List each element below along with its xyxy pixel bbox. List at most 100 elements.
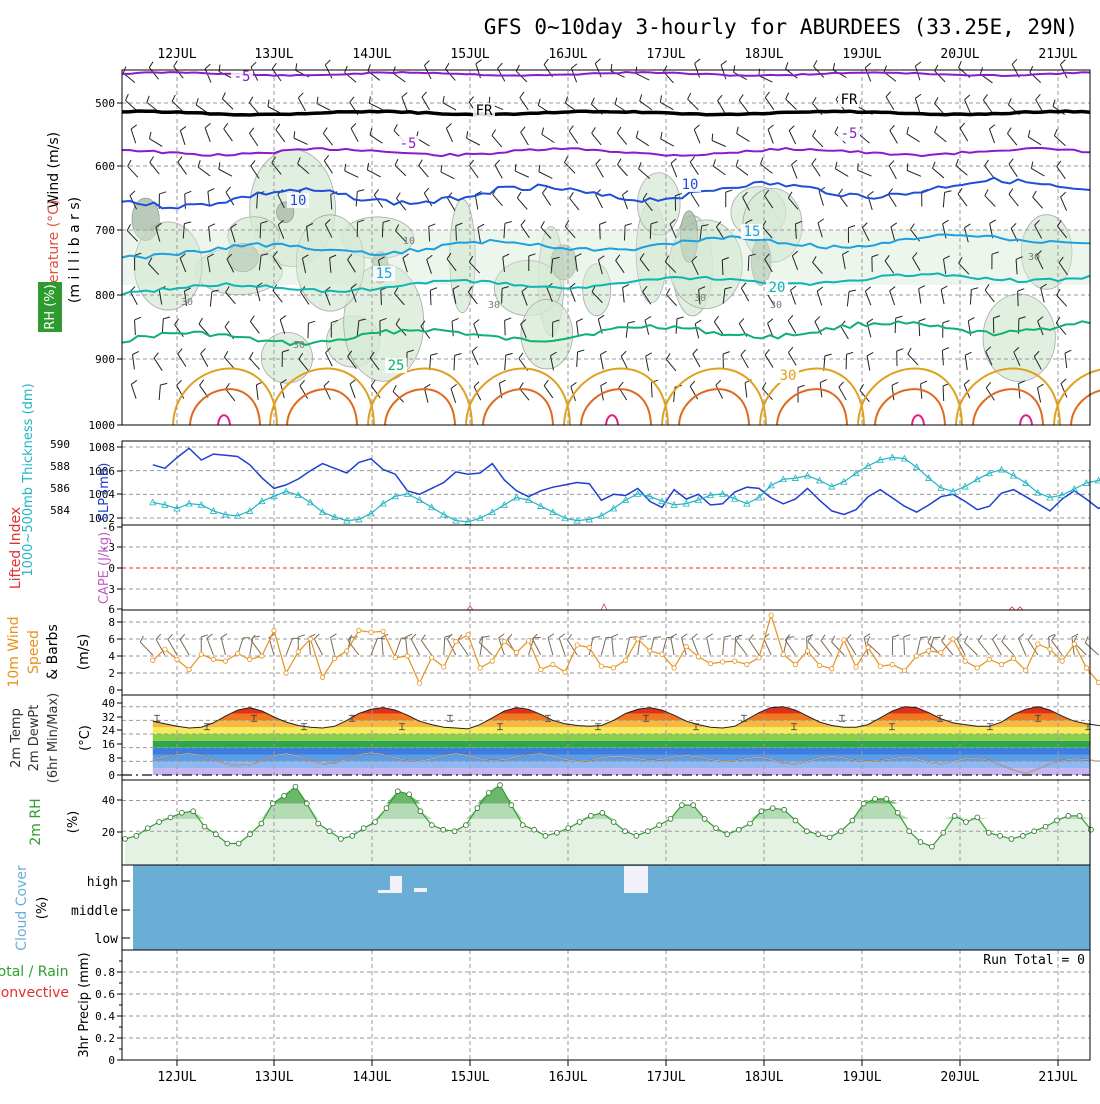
wind10-barb-feather [654, 637, 661, 638]
wind10-point [332, 656, 336, 660]
ytick-label: 20 [102, 826, 115, 839]
date-label-bottom: 12JUL [157, 1070, 196, 1085]
rh2m-point [395, 789, 400, 794]
rh2m-point [532, 827, 537, 832]
rh2m-point [998, 833, 1003, 838]
wind-barb [624, 226, 625, 241]
wind10-point [369, 630, 373, 634]
ytick-label: 2 [108, 667, 115, 680]
rh2m-point [452, 829, 457, 834]
label-lifted-index: Lifted Index [8, 507, 24, 589]
wind10-point [890, 662, 894, 666]
wind10-point [454, 639, 458, 643]
label-rh: RH (%) [43, 284, 58, 329]
rh2m-point [1020, 833, 1025, 838]
wind10-point [902, 668, 906, 672]
rh2m-point [316, 821, 321, 826]
wind10-point [405, 654, 409, 658]
rh2m-point [634, 833, 639, 838]
date-label-bottom: 15JUL [450, 1070, 489, 1085]
date-label-top: 18JUL [744, 47, 783, 62]
wind10-point [357, 628, 361, 632]
wind10-point [260, 654, 264, 658]
wind10-point [320, 675, 324, 679]
rh2m-point [827, 835, 832, 840]
rh2m-point [657, 823, 662, 828]
label-2m-rh: 2m RH [28, 798, 44, 845]
rh2m-point [1043, 824, 1048, 829]
contour-label: -5 [400, 136, 417, 152]
wind-barb [722, 260, 723, 275]
rh-contour-label: 30 [770, 300, 782, 311]
label-speed: Speed [26, 630, 42, 674]
rh2m-point [839, 829, 844, 834]
cloud-gap [390, 876, 402, 893]
ytick-label: 8 [108, 752, 115, 765]
wind10-point [429, 656, 433, 660]
wind10-point [1072, 642, 1076, 646]
wind10-point [248, 657, 252, 661]
rh2m-point [418, 809, 423, 814]
temp-band [122, 748, 1090, 755]
wind10-point [199, 652, 203, 656]
wind10-point [708, 661, 712, 665]
ytick-label: 700 [95, 224, 115, 237]
cloud-level-label: high [87, 875, 118, 890]
wind10-point [563, 670, 567, 674]
rh2m-point [134, 833, 139, 838]
rh-band [122, 230, 1090, 285]
wind10-point [733, 659, 737, 663]
rh2m-point [179, 810, 184, 815]
wind10-point [963, 659, 967, 663]
temp-band [122, 727, 1090, 734]
rh2m-point [509, 803, 514, 808]
rh2m-point [623, 829, 628, 834]
rh2m-point [475, 806, 480, 811]
wind-barb-feather [712, 134, 713, 141]
rh2m-point [214, 832, 219, 837]
label-slp: SLP (mb) [97, 463, 112, 522]
rh2m-point [350, 833, 355, 838]
rh-contour-label: 10 [403, 236, 415, 247]
rh2m-point [895, 810, 900, 815]
label-convective: Convective [0, 985, 69, 1001]
rh2m-point [1032, 829, 1037, 834]
wind10-point [587, 645, 591, 649]
rh-contour-label: 30 [293, 340, 305, 351]
ytick-label: 900 [95, 353, 115, 366]
rh2m-point [157, 820, 162, 825]
label-minmax: (6hr Min/Max) [46, 693, 61, 783]
rh2m-point [952, 813, 957, 818]
rh2m-point [123, 837, 128, 842]
rh2m-point [793, 818, 798, 823]
wind10-point [442, 665, 446, 669]
rh2m-point [691, 803, 696, 808]
wind10-point [696, 655, 700, 659]
rh2m-point [282, 793, 287, 798]
label-millibars: (m i l l i b a r s) [67, 197, 83, 303]
date-label-top: 14JUL [352, 47, 391, 62]
ytick-label: 0.8 [95, 966, 115, 979]
wind10-point [793, 662, 797, 666]
wind10-point [1084, 666, 1088, 670]
rh2m-point [804, 829, 809, 834]
temp-band [122, 768, 1090, 775]
wind-barb [430, 290, 431, 305]
wind10-point [830, 667, 834, 671]
wind10-point [781, 652, 785, 656]
label-wind-unit: (m/s) [76, 634, 92, 671]
wind10-point [951, 637, 955, 641]
rh-contour-label: 30 [488, 300, 500, 311]
wind10-point [684, 644, 688, 648]
rh2m-point [1066, 813, 1071, 818]
wind10-point [769, 613, 773, 617]
ytick-label: 0.2 [95, 1032, 115, 1045]
wind-barb [456, 226, 457, 241]
wind-barb [382, 222, 383, 237]
rh2m-point [498, 783, 503, 788]
rh2m-point [543, 833, 548, 838]
wind10-point [623, 658, 627, 662]
wind10-barb-feather [921, 637, 928, 638]
